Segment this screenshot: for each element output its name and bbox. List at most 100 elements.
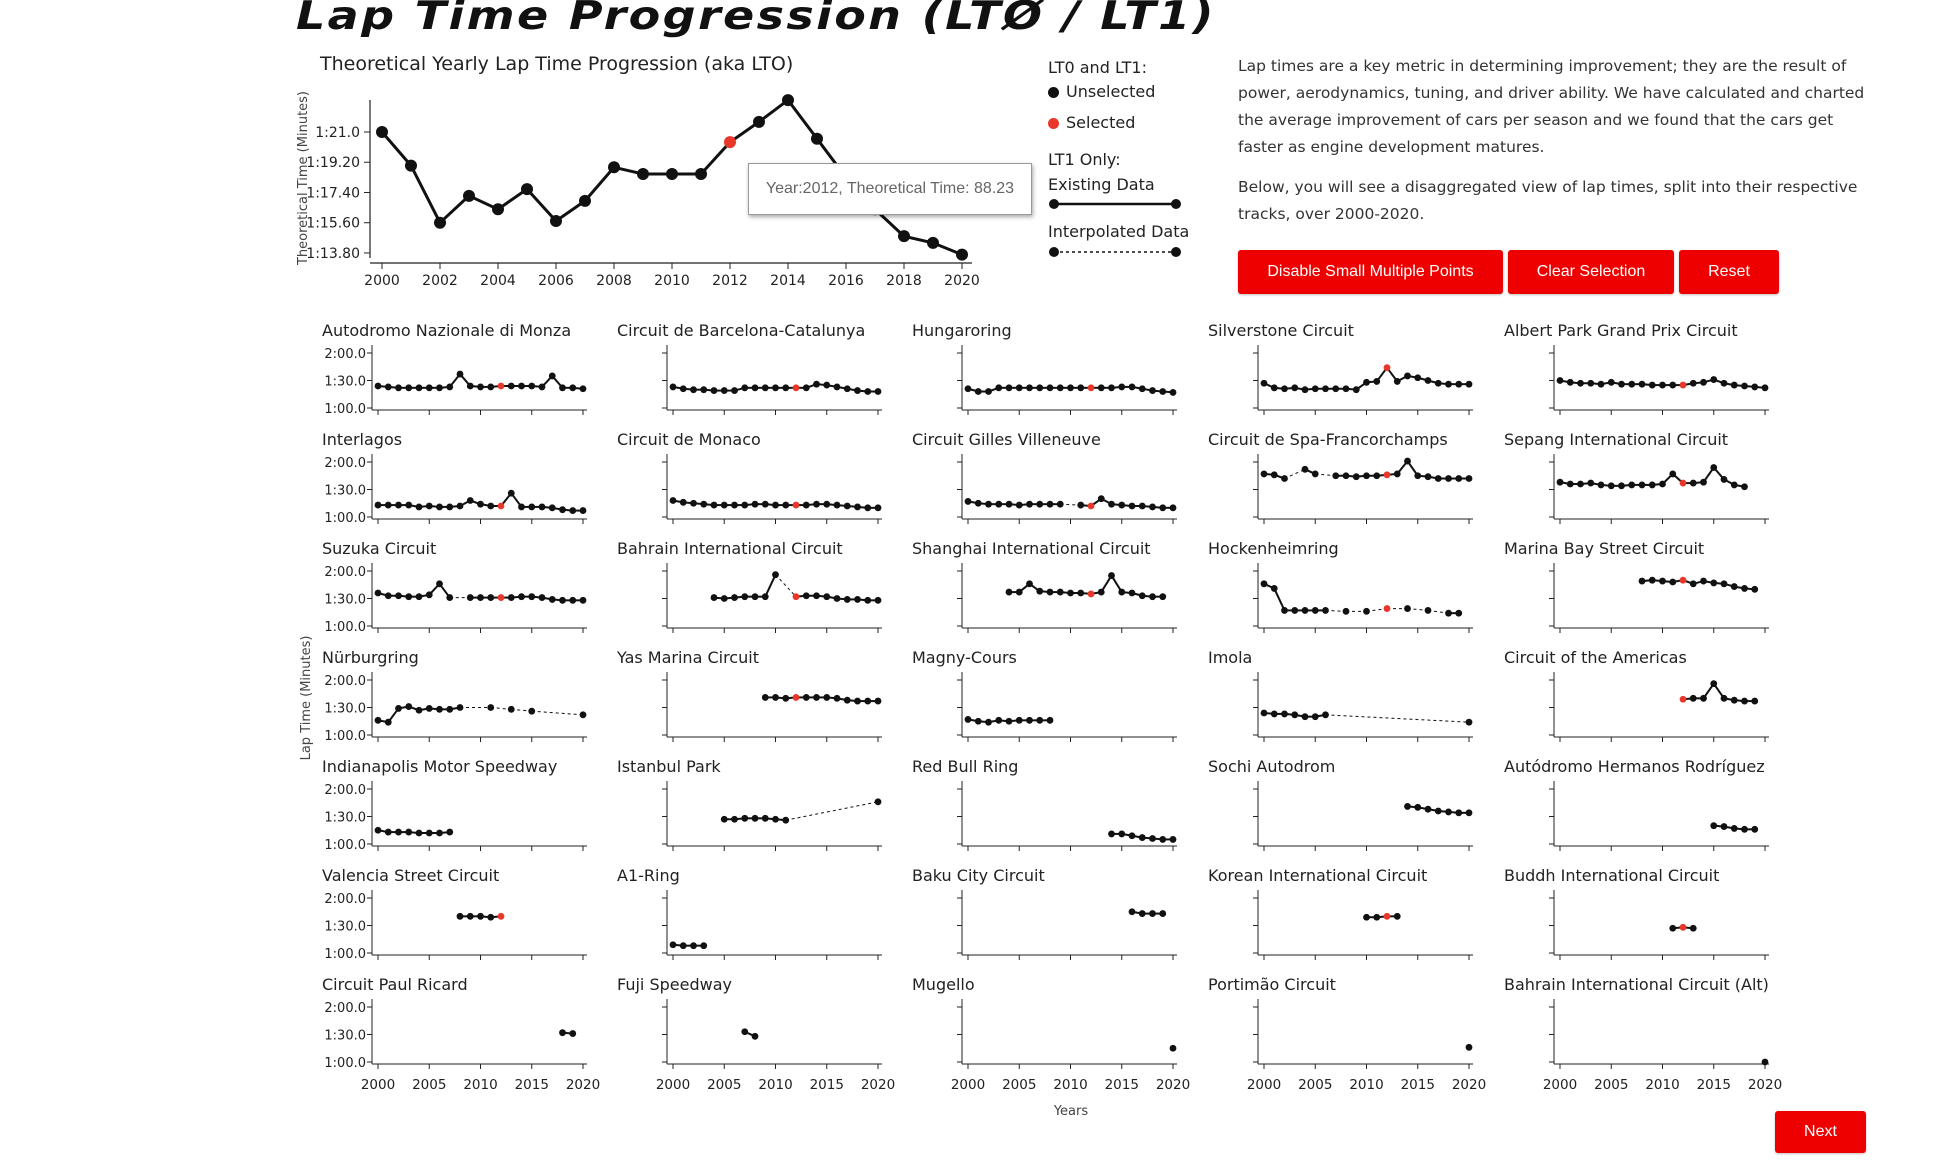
theoretical-lap-time-chart: Theoretical Yearly Lap Time Progression … (296, 53, 980, 289)
track-point (1108, 830, 1115, 838)
track-segment (967, 500, 979, 505)
track-segment (1723, 697, 1735, 702)
track-point (446, 828, 454, 836)
track-panel: Sepang International Circuit (1504, 430, 1769, 524)
track-point (751, 593, 759, 601)
small-multiples-y-label: Lap Time (Minutes) (299, 636, 314, 761)
track-point (1322, 607, 1329, 614)
track-point (1434, 475, 1442, 482)
track-point (1730, 583, 1738, 590)
track-point (761, 500, 769, 508)
track-segment (418, 505, 430, 508)
track-point (1260, 580, 1268, 588)
track-point (436, 384, 443, 392)
track-title: Sochi Autodrom (1208, 757, 1335, 776)
track-point (1741, 382, 1748, 390)
track-panel: Bahrain International Circuit (Alt) 2000 2… (1504, 975, 1782, 1093)
track-point (1556, 377, 1564, 384)
track-y-tick-label: 2:00.0 (324, 674, 366, 689)
track-point (1015, 384, 1023, 392)
track-segment (826, 595, 838, 600)
track-segment (1713, 581, 1725, 585)
track-point-selected (1679, 381, 1687, 389)
track-point (1159, 388, 1167, 395)
track-point (1556, 478, 1564, 486)
track-x-tick-label: 2000 (951, 1077, 985, 1093)
track-point (579, 711, 587, 719)
track-segment (1672, 926, 1684, 930)
track-point (964, 385, 972, 393)
track-point (415, 503, 423, 511)
track-segment (1590, 482, 1602, 486)
track-point (1311, 713, 1319, 721)
track-point (854, 503, 861, 511)
track-interpolated-segment (511, 708, 532, 712)
track-point (1097, 384, 1105, 392)
track-segment (765, 817, 776, 821)
track-segment (1723, 382, 1735, 387)
track-segment (775, 696, 786, 700)
track-segment (1273, 587, 1286, 611)
track-point (802, 501, 810, 509)
track-x-tick-label: 2015 (515, 1077, 549, 1093)
track-point (1046, 500, 1054, 508)
track-segment (836, 697, 848, 702)
track-point (823, 381, 831, 389)
track-x-tick-label: 2010 (1053, 1077, 1087, 1093)
track-segment (1152, 505, 1163, 509)
next-button[interactable]: Next (1775, 1111, 1866, 1153)
main-point (434, 216, 446, 229)
reset-button[interactable]: Reset (1679, 250, 1779, 294)
track-point (1159, 910, 1167, 917)
track-segment (377, 829, 389, 834)
track-point (679, 385, 687, 393)
track-point (1659, 480, 1666, 488)
track-segment (1131, 385, 1143, 390)
track-point (1015, 588, 1023, 596)
track-point-selected (497, 502, 505, 510)
track-segment (1734, 699, 1745, 703)
track-point (456, 370, 464, 378)
track-segment (1142, 387, 1153, 392)
track-segment (1019, 503, 1030, 507)
track-point (1424, 607, 1432, 614)
track-segment (1407, 805, 1418, 809)
track-title: Red Bull Ring (912, 757, 1018, 776)
track-point (731, 815, 738, 823)
legend-unselected: Unselected (1048, 82, 1155, 101)
track-point (1015, 716, 1023, 724)
track-point (1373, 472, 1381, 480)
track-panel: A1-Ring (617, 866, 882, 960)
track-x-tick-label: 2015 (1401, 1077, 1435, 1093)
track-point (1281, 710, 1288, 718)
track-segment (551, 375, 564, 389)
track-point (833, 694, 841, 702)
track-point (425, 502, 433, 510)
track-segment (1263, 712, 1275, 715)
track-segment (562, 1031, 573, 1035)
track-point (1097, 495, 1105, 503)
track-point (1149, 503, 1156, 511)
track-point (1741, 697, 1748, 705)
track-point (1730, 481, 1738, 489)
clear-selection-button[interactable]: Clear Selection (1508, 250, 1674, 294)
track-point (1710, 822, 1718, 830)
track-segment (1090, 591, 1102, 595)
track-point (1363, 472, 1370, 480)
track-segment (439, 385, 450, 389)
track-point (1026, 384, 1033, 392)
track-point (1465, 718, 1473, 726)
track-point (1015, 501, 1023, 509)
track-point-selected (792, 694, 800, 701)
track-segment (1641, 383, 1653, 387)
track-y-tick-label: 1:30.0 (324, 484, 366, 499)
track-segment (387, 707, 400, 723)
track-point-selected (1679, 576, 1687, 584)
track-title: Valencia Street Circuit (322, 866, 499, 885)
track-segment (480, 503, 491, 507)
track-segment (1600, 483, 1612, 487)
track-point (374, 382, 382, 390)
disable-small-multiple-points-button[interactable]: Disable Small Multiple Points (1238, 250, 1503, 294)
track-y-tick-label: 2:00.0 (324, 1001, 366, 1016)
track-point (1638, 380, 1646, 388)
